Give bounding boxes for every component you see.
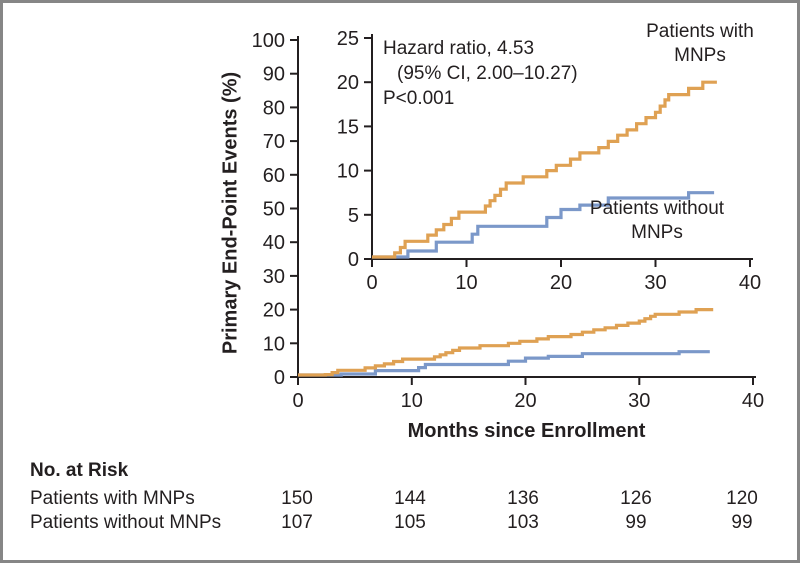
risk-row-label-without: Patients without MNPs <box>30 512 222 533</box>
risk-count: 99 <box>625 512 647 533</box>
svg-text:30: 30 <box>263 266 285 288</box>
confidence-interval-line: (95% CI, 2.00–10.27) <box>397 63 578 84</box>
svg-text:0: 0 <box>348 249 359 271</box>
risk-count: 107 <box>281 512 313 533</box>
svg-text:0: 0 <box>366 272 377 294</box>
risk-count: 120 <box>726 488 758 509</box>
risk-count: 150 <box>281 488 313 509</box>
svg-text:40: 40 <box>742 390 764 412</box>
hazard-ratio-line: Hazard ratio, 4.53 <box>383 38 535 59</box>
svg-text:80: 80 <box>263 97 285 119</box>
y-axis-title: Primary End-Point Events (%) <box>219 71 242 355</box>
svg-text:60: 60 <box>263 165 285 187</box>
svg-text:40: 40 <box>739 272 761 294</box>
risk-table-title: No. at Risk <box>30 460 129 481</box>
svg-text:20: 20 <box>514 390 536 412</box>
svg-text:30: 30 <box>628 390 650 412</box>
risk-row-label-with: Patients with MNPs <box>30 488 195 509</box>
risk-count: 144 <box>394 488 426 509</box>
svg-text:0: 0 <box>274 367 285 389</box>
risk-count: 103 <box>507 512 539 533</box>
svg-text:10: 10 <box>401 390 423 412</box>
risk-count: 126 <box>620 488 652 509</box>
svg-text:90: 90 <box>263 64 285 86</box>
risk-count: 105 <box>394 512 426 533</box>
svg-text:10: 10 <box>455 272 477 294</box>
svg-text:15: 15 <box>337 116 359 138</box>
svg-text:30: 30 <box>644 272 666 294</box>
svg-text:5: 5 <box>348 205 359 227</box>
svg-text:20: 20 <box>337 72 359 94</box>
svg-text:100: 100 <box>252 30 285 52</box>
svg-text:10: 10 <box>263 333 285 355</box>
inset-plot: 0 5 10 15 20 25 0 10 20 30 40 <box>337 28 761 294</box>
svg-text:10: 10 <box>337 161 359 183</box>
svg-text:25: 25 <box>337 28 359 50</box>
svg-text:0: 0 <box>292 390 303 412</box>
svg-text:20: 20 <box>263 300 285 322</box>
hazard-ratio-annotation: Hazard ratio, 4.53 (95% CI, 2.00–10.27) … <box>383 36 578 111</box>
label-patients-without-mnps: Patients without MNPs <box>589 198 725 243</box>
risk-count: 136 <box>507 488 539 509</box>
svg-text:20: 20 <box>550 272 572 294</box>
risk-count: 99 <box>731 512 753 533</box>
svg-text:50: 50 <box>263 199 285 221</box>
svg-text:40: 40 <box>263 232 285 254</box>
svg-text:70: 70 <box>263 131 285 153</box>
p-value-line: P<0.001 <box>383 88 455 109</box>
label-patients-with-mnps: Patients with MNPs <box>646 21 754 66</box>
x-axis-title: Months since Enrollment <box>407 420 646 442</box>
